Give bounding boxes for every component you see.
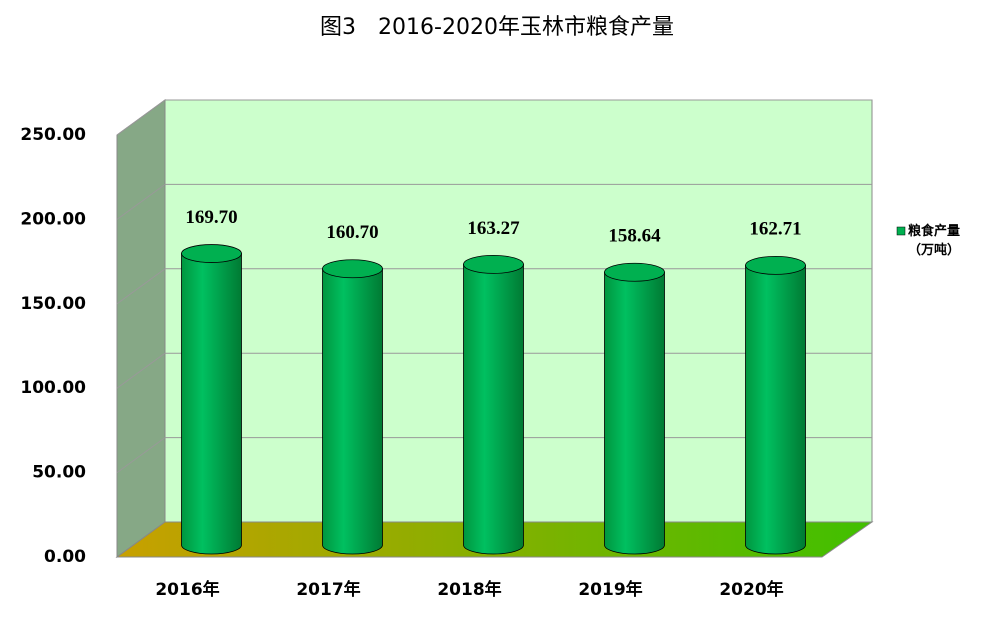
grid-line — [116, 352, 166, 389]
bar-top — [745, 255, 806, 275]
bar-top — [322, 259, 383, 279]
chart-title: 图3 2016-2020年玉林市粮食产量 — [320, 15, 674, 40]
grid-line — [116, 268, 166, 305]
legend-marker — [896, 226, 906, 236]
y-tick-label: 250.00 — [20, 125, 86, 145]
y-tick-label: 50.00 — [32, 463, 86, 483]
side-wall — [116, 99, 166, 558]
x-tick-label: 2016年 — [155, 579, 219, 600]
grid-line — [116, 183, 166, 220]
y-tick-label: 200.00 — [20, 209, 86, 229]
value-label: 158.64 — [608, 226, 661, 247]
value-label: 160.70 — [326, 222, 378, 243]
x-tick-label: 2019年 — [578, 579, 642, 600]
y-tick-label: 100.00 — [20, 378, 86, 398]
y-tick-label: 150.00 — [20, 294, 86, 314]
bar-top — [604, 262, 665, 282]
x-tick-label: 2018年 — [437, 579, 501, 600]
value-label: 163.27 — [467, 218, 520, 239]
value-label: 169.70 — [185, 207, 237, 228]
bar-top — [181, 244, 242, 263]
bar-top — [463, 255, 524, 274]
y-tick-label: 0.00 — [44, 547, 86, 567]
grid-line — [116, 437, 166, 474]
x-tick-label: 2017年 — [296, 579, 360, 600]
bar — [604, 271, 665, 555]
legend-label: 粮食产量（万吨） — [908, 224, 961, 258]
x-tick-label: 2020年 — [719, 579, 783, 600]
bar — [463, 264, 524, 555]
bar — [745, 264, 806, 555]
bar — [181, 253, 242, 555]
bar — [322, 268, 383, 555]
value-label: 162.71 — [749, 219, 801, 240]
grid-line — [116, 99, 166, 136]
